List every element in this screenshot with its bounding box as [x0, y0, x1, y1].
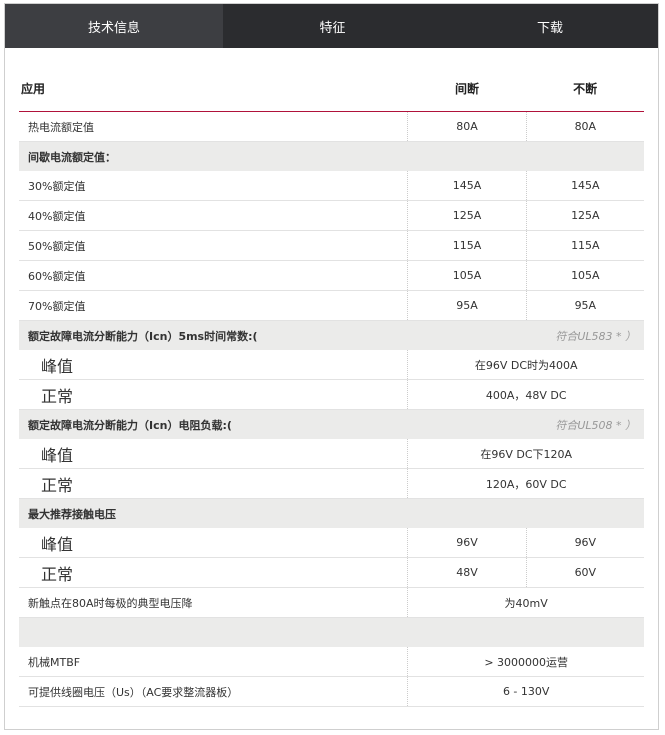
tech-info-panel: 技术信息 特征 下载 应用 间断 不断 热电流额定值 80A 80A 间歇电流额定值：…	[4, 3, 659, 730]
row-label: 70%额定值	[19, 290, 408, 321]
table-row: 70%额定值 95A 95A	[19, 290, 644, 321]
row-label: 峰值	[19, 439, 408, 469]
tab-tech-info[interactable]: 技术信息	[5, 4, 223, 48]
row-label: 正常	[19, 379, 408, 410]
row-value: 120A，60V DC	[407, 468, 644, 499]
section-row: 符合UL583 * ） 额定故障电流分断能力（Icn）5ms时间常数:(	[19, 320, 644, 350]
section-cell: 符合UL583 * ） 额定故障电流分断能力（Icn）5ms时间常数:(	[19, 320, 644, 350]
row-label: 峰值	[19, 528, 408, 558]
row-label: 机械MTBF	[19, 647, 408, 677]
row-label: 40%额定值	[19, 200, 408, 231]
row-value: 为40mV	[407, 587, 644, 618]
row-label: 正常	[19, 557, 408, 588]
table-row: 正常 400A，48V DC	[19, 379, 644, 410]
row-label: 峰值	[19, 350, 408, 380]
section-note: 符合UL508 * ）	[555, 418, 636, 432]
row-label: 热电流额定值	[19, 111, 408, 142]
header-intermittent: 间断	[407, 66, 527, 112]
table-row: 机械MTBF > 3000000运营	[19, 647, 644, 677]
continuous-value: 105A	[525, 260, 644, 291]
continuous-value: 95A	[525, 290, 644, 321]
table-row: 峰值 在96V DC时为400A	[19, 350, 644, 380]
intermittent-value: 96V	[407, 528, 527, 558]
row-label: 可提供线圈电压（Us）（AC要求整流器板）	[19, 676, 408, 707]
section-cell: 最大推荐接触电压	[19, 498, 644, 528]
row-value: > 3000000运营	[407, 647, 644, 677]
header-application: 应用	[19, 66, 408, 112]
section-row: 最大推荐接触电压	[19, 498, 644, 528]
table-row: 50%额定值 115A 115A	[19, 230, 644, 261]
intermittent-value: 115A	[407, 230, 527, 261]
table-row: 可提供线圈电压（Us）（AC要求整流器板） 6 - 130V	[19, 676, 644, 707]
section-row	[19, 617, 644, 647]
row-value: 6 - 130V	[407, 676, 644, 707]
intermittent-value: 105A	[407, 260, 527, 291]
table-row: 峰值 96V 96V	[19, 528, 644, 558]
intermittent-value: 125A	[407, 200, 527, 231]
tab-bar: 技术信息 特征 下载	[5, 4, 658, 48]
table-row: 30%额定值 145A 145A	[19, 171, 644, 201]
continuous-value: 80A	[525, 111, 644, 142]
row-label: 30%额定值	[19, 171, 408, 201]
tab-features[interactable]: 特征	[319, 20, 346, 36]
table-row: 新触点在80A时每极的典型电压降 为40mV	[19, 587, 644, 618]
table-row: 40%额定值 125A 125A	[19, 200, 644, 231]
section-row: 符合UL508 * ） 额定故障电流分断能力（Icn）电阻负载:(	[19, 409, 644, 439]
intermittent-value: 95A	[407, 290, 527, 321]
intermittent-value: 145A	[407, 171, 527, 201]
table-row: 峰值 在96V DC下120A	[19, 439, 644, 469]
continuous-value: 115A	[525, 230, 644, 261]
row-value: 400A，48V DC	[407, 379, 644, 410]
table-row: 正常 120A，60V DC	[19, 468, 644, 499]
continuous-value: 125A	[525, 200, 644, 231]
table-row: 60%额定值 105A 105A	[19, 260, 644, 291]
section-cell: 符合UL508 * ） 额定故障电流分断能力（Icn）电阻负载:(	[19, 409, 644, 439]
section-note: 符合UL583 * ）	[555, 329, 636, 343]
section-label: 间歇电流额定值：	[28, 150, 116, 164]
row-value: 在96V DC时为400A	[407, 350, 644, 380]
table-header: 应用 间断 不断	[19, 66, 644, 112]
table-row: 热电流额定值 80A 80A	[19, 111, 644, 142]
continuous-value: 96V	[525, 528, 644, 558]
row-label: 正常	[19, 468, 408, 499]
section-cell: 间歇电流额定值：	[19, 141, 644, 171]
row-label: 新触点在80A时每极的典型电压降	[19, 587, 408, 618]
continuous-value: 60V	[525, 557, 644, 588]
continuous-value: 145A	[525, 171, 644, 201]
row-value: 在96V DC下120A	[407, 439, 644, 469]
section-label: 额定故障电流分断能力（Icn）电阻负载:(	[28, 418, 232, 432]
header-continuous: 不断	[526, 66, 644, 112]
specs-table: 应用 间断 不断 热电流额定值 80A 80A 间歇电流额定值： 30%额定值 145A 1…	[19, 66, 644, 707]
table-row: 正常 48V 60V	[19, 557, 644, 588]
row-label: 50%额定值	[19, 230, 408, 261]
section-label: 最大推荐接触电压	[28, 507, 116, 521]
section-cell	[19, 617, 644, 647]
tab-downloads[interactable]: 下载	[536, 20, 563, 36]
row-label: 60%额定值	[19, 260, 408, 291]
section-label: 额定故障电流分断能力（Icn）5ms时间常数:(	[28, 329, 258, 343]
intermittent-value: 48V	[407, 557, 527, 588]
section-row: 间歇电流额定值：	[19, 141, 644, 171]
intermittent-value: 80A	[407, 111, 527, 142]
